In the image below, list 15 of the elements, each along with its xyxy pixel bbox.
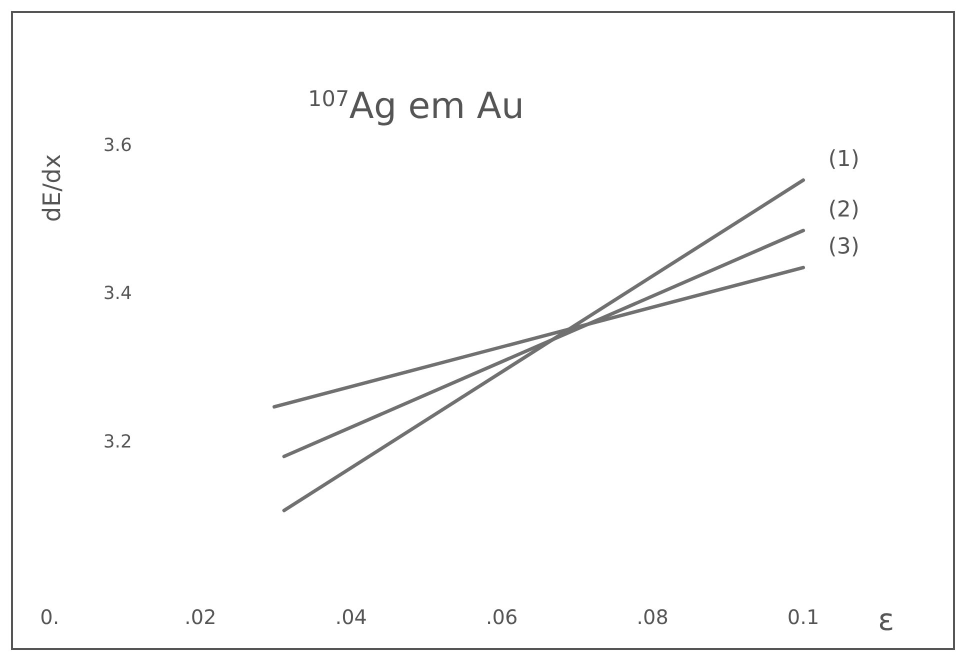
y-tick-label: 3.4	[103, 283, 132, 304]
y-axis-title: dE/dx	[38, 154, 66, 222]
y-tick-label: 3.2	[103, 431, 132, 452]
y-tick-label: 3.6	[103, 135, 132, 156]
x-tick-label: .06	[486, 605, 518, 630]
x-tick-label: .04	[335, 605, 368, 630]
x-tick-label: 0.1	[787, 605, 820, 630]
series-label: (3)	[828, 234, 860, 260]
x-axis-title: ε	[878, 603, 894, 638]
x-tick-label: .08	[636, 605, 668, 630]
series-label: (1)	[828, 147, 860, 172]
x-tick-label: 0.	[40, 605, 60, 630]
text: $^{107}$Ag em Au	[308, 86, 524, 127]
series-label: (2)	[828, 198, 860, 223]
x-tick-label: .02	[184, 605, 216, 630]
